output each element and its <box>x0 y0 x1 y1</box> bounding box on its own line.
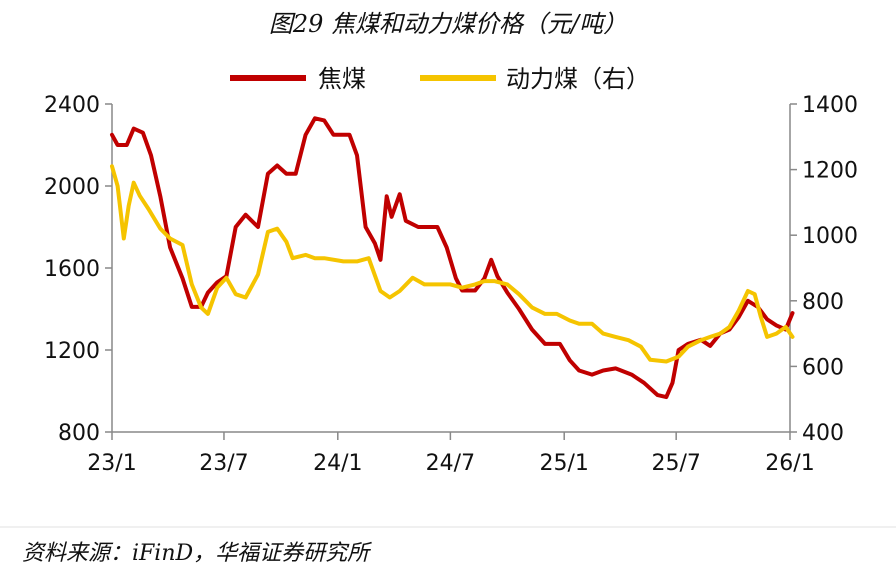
x-tick-label: 23/1 <box>87 451 136 476</box>
chart-title: 图29 焦煤和动力煤价格（元/吨） <box>269 10 627 38</box>
series-line-thermal <box>110 164 795 364</box>
x-tick-label: 25/7 <box>651 451 700 476</box>
y-left-tick-label: 1600 <box>44 257 100 282</box>
y-left-tick-label: 800 <box>58 421 100 446</box>
series-lines <box>110 116 795 400</box>
y-right-tick-label: 600 <box>802 355 844 380</box>
x-tick-label: 23/7 <box>199 451 248 476</box>
x-tick-label: 25/1 <box>540 451 589 476</box>
legend: 焦煤 动力煤（右） <box>230 65 650 93</box>
y-right-tick-label: 1400 <box>802 93 858 118</box>
legend-label-coking: 焦煤 <box>318 65 366 93</box>
y-right-tick-label: 400 <box>802 421 844 446</box>
y-right-tick-label: 1200 <box>802 159 858 184</box>
axes: 800 1200 1600 2000 2400 400 600 800 1000 1200 1400… <box>44 93 858 476</box>
y-left-tick-label: 2400 <box>44 93 100 118</box>
series-line-coking <box>110 116 795 400</box>
source-note: 资料来源：iFinD，华福证券研究所 <box>22 541 372 566</box>
y-left-tick-label: 2000 <box>44 175 100 200</box>
y-left-tick-label: 1200 <box>44 339 100 364</box>
x-tick-label: 24/1 <box>313 451 362 476</box>
x-tick-label: 26/1 <box>765 451 814 476</box>
y-right-tick-label: 1000 <box>802 224 858 249</box>
legend-label-thermal: 动力煤（右） <box>506 65 650 93</box>
y-right-tick-label: 800 <box>802 290 844 315</box>
x-tick-label: 24/7 <box>426 451 475 476</box>
